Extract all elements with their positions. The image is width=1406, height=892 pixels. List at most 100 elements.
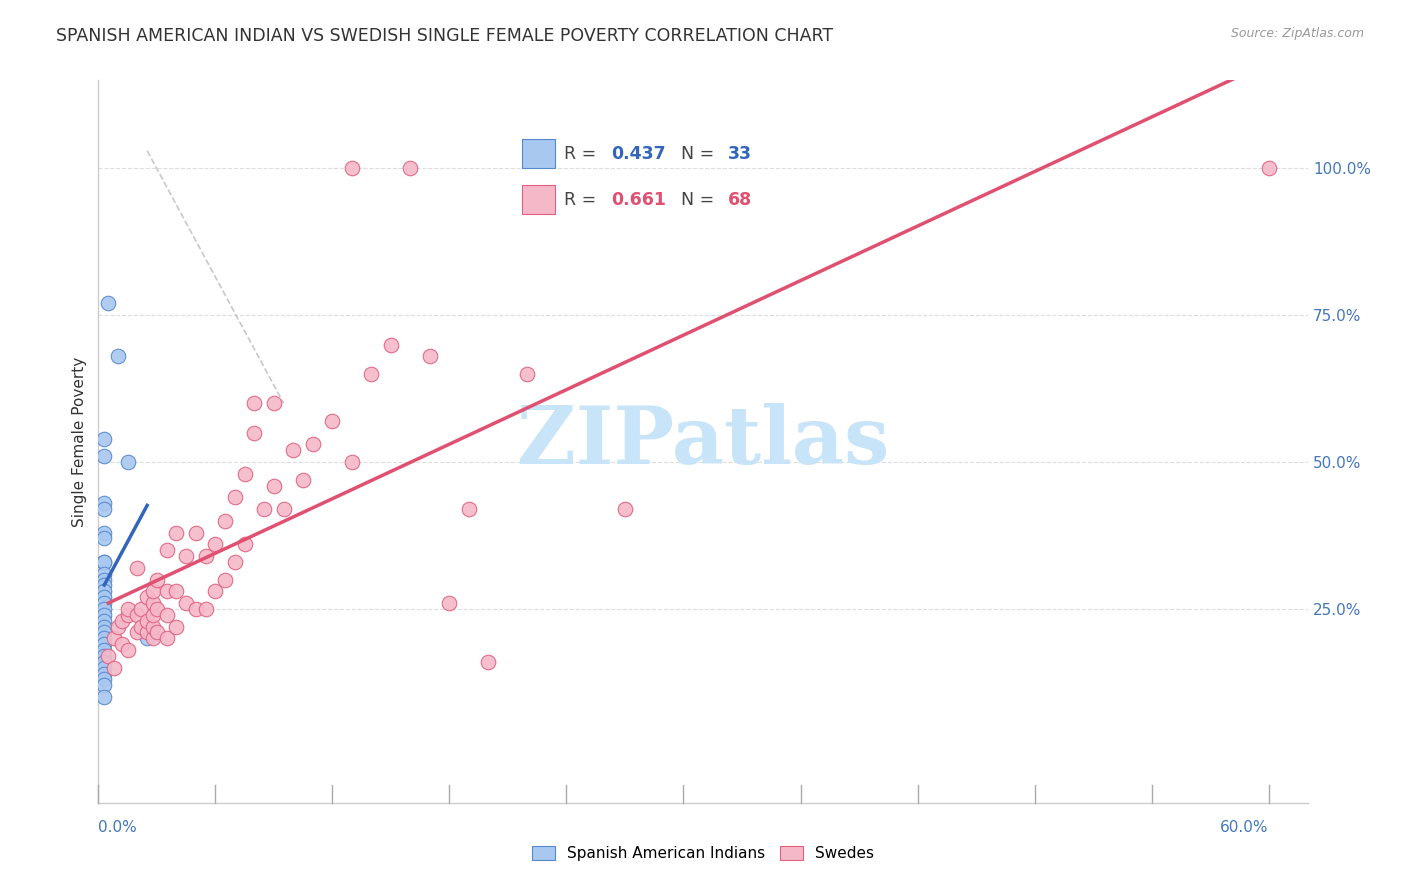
Point bbox=[103, 661, 125, 675]
Point bbox=[136, 591, 159, 605]
Point bbox=[321, 414, 343, 428]
Point bbox=[292, 473, 315, 487]
Point bbox=[93, 555, 115, 569]
Point bbox=[131, 602, 153, 616]
FancyBboxPatch shape bbox=[523, 139, 555, 168]
Point bbox=[146, 602, 169, 616]
Point bbox=[93, 673, 115, 687]
Point bbox=[1257, 161, 1279, 176]
Point bbox=[117, 643, 139, 657]
Point bbox=[156, 607, 179, 622]
Point bbox=[127, 561, 149, 575]
Point bbox=[93, 596, 115, 610]
Point bbox=[302, 437, 325, 451]
Point bbox=[93, 661, 115, 675]
Point bbox=[93, 637, 115, 651]
Point bbox=[224, 555, 246, 569]
Text: 60.0%: 60.0% bbox=[1220, 821, 1268, 836]
Point bbox=[516, 367, 538, 381]
Point bbox=[103, 632, 125, 646]
Point bbox=[283, 443, 305, 458]
Point bbox=[93, 532, 115, 546]
Point bbox=[93, 655, 115, 669]
Point bbox=[93, 449, 115, 463]
Point bbox=[142, 632, 165, 646]
Point bbox=[165, 619, 187, 633]
Point bbox=[136, 632, 159, 646]
Point bbox=[97, 296, 120, 310]
Text: 33: 33 bbox=[728, 145, 752, 162]
Point bbox=[93, 578, 115, 592]
Point bbox=[477, 655, 499, 669]
Point bbox=[127, 607, 149, 622]
Point bbox=[146, 573, 169, 587]
Point bbox=[93, 591, 115, 605]
Text: R =: R = bbox=[564, 191, 602, 209]
Text: ZIPatlas: ZIPatlas bbox=[517, 402, 889, 481]
Point bbox=[399, 161, 422, 176]
Text: N =: N = bbox=[682, 191, 720, 209]
Point bbox=[127, 625, 149, 640]
Text: N =: N = bbox=[682, 145, 720, 162]
Point bbox=[142, 584, 165, 599]
Point bbox=[273, 502, 295, 516]
Point bbox=[194, 602, 217, 616]
Point bbox=[263, 478, 285, 492]
Point bbox=[142, 619, 165, 633]
Point bbox=[93, 690, 115, 704]
Point bbox=[146, 625, 169, 640]
Point bbox=[165, 584, 187, 599]
Point bbox=[97, 648, 120, 663]
Point bbox=[439, 596, 461, 610]
Point bbox=[184, 525, 207, 540]
Point bbox=[93, 602, 115, 616]
Text: 0.661: 0.661 bbox=[610, 191, 665, 209]
Point bbox=[93, 614, 115, 628]
Point bbox=[243, 396, 266, 410]
Point bbox=[117, 607, 139, 622]
Point bbox=[184, 602, 207, 616]
Text: SPANISH AMERICAN INDIAN VS SWEDISH SINGLE FEMALE POVERTY CORRELATION CHART: SPANISH AMERICAN INDIAN VS SWEDISH SINGL… bbox=[56, 27, 834, 45]
Point bbox=[419, 350, 441, 364]
Point bbox=[93, 555, 115, 569]
Point bbox=[93, 432, 115, 446]
Point bbox=[174, 549, 197, 563]
Point bbox=[204, 537, 226, 551]
Point bbox=[165, 525, 187, 540]
Point bbox=[93, 632, 115, 646]
Y-axis label: Single Female Poverty: Single Female Poverty bbox=[72, 357, 87, 526]
Point bbox=[93, 573, 115, 587]
Point bbox=[233, 537, 256, 551]
Point bbox=[93, 678, 115, 692]
Point bbox=[93, 496, 115, 510]
Point bbox=[263, 396, 285, 410]
Point bbox=[360, 367, 382, 381]
Point bbox=[93, 666, 115, 681]
Point bbox=[233, 467, 256, 481]
Point bbox=[214, 514, 236, 528]
Point bbox=[156, 584, 179, 599]
Point bbox=[340, 161, 363, 176]
Point bbox=[107, 619, 129, 633]
FancyBboxPatch shape bbox=[523, 186, 555, 214]
Point bbox=[136, 625, 159, 640]
Point bbox=[93, 525, 115, 540]
Point bbox=[131, 619, 153, 633]
Point bbox=[156, 632, 179, 646]
Point bbox=[107, 350, 129, 364]
Text: Source: ZipAtlas.com: Source: ZipAtlas.com bbox=[1230, 27, 1364, 40]
Point bbox=[214, 573, 236, 587]
Point bbox=[93, 607, 115, 622]
Point bbox=[93, 566, 115, 581]
Point bbox=[194, 549, 217, 563]
Point bbox=[93, 584, 115, 599]
Legend: Spanish American Indians, Swedes: Spanish American Indians, Swedes bbox=[526, 839, 880, 867]
Point bbox=[380, 337, 402, 351]
Point bbox=[117, 455, 139, 469]
Point bbox=[156, 543, 179, 558]
Point bbox=[253, 502, 276, 516]
Text: 68: 68 bbox=[728, 191, 752, 209]
Point bbox=[614, 502, 637, 516]
Point bbox=[174, 596, 197, 610]
Point bbox=[136, 614, 159, 628]
